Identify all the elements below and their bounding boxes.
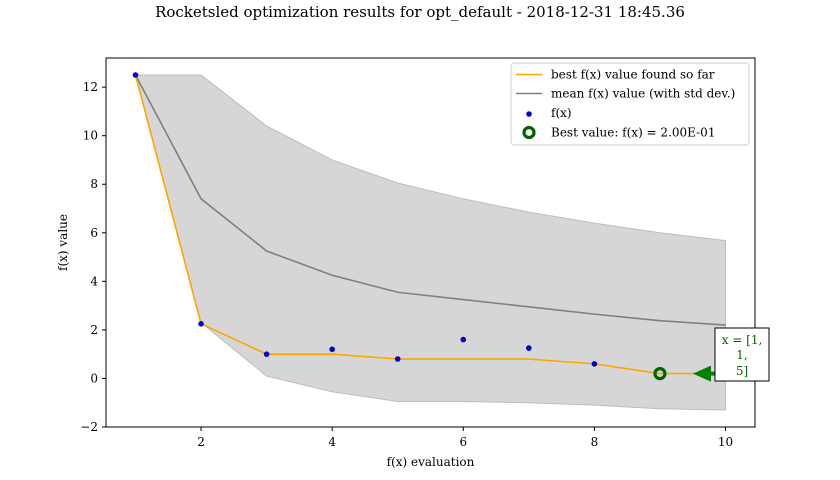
scatter-point <box>526 345 532 351</box>
x-axis-label: f(x) evaluation <box>387 455 475 469</box>
legend-swatch-fx <box>526 111 532 117</box>
best-so-far-line <box>134 74 726 375</box>
x-tick-label: 4 <box>328 435 336 449</box>
scatter-point <box>394 356 401 362</box>
annotation-text-line: 5] <box>736 364 748 378</box>
scatter-point <box>263 351 270 357</box>
y-tick-label: 0 <box>90 371 98 385</box>
scatter-point <box>132 72 139 78</box>
axes-group: 2 4 6 8 10 −2 0 2 4 6 8 10 12 <box>80 57 756 449</box>
scatter-point <box>460 336 467 343</box>
chart-title: Rocketsled optimization results for opt_… <box>155 3 685 21</box>
std-dev-band-group <box>134 74 726 411</box>
y-tick-label: −2 <box>80 420 98 434</box>
best-x-annotation: x = [1,1, 5] <box>692 327 770 382</box>
y-tick-label: 10 <box>83 129 98 143</box>
y-tick-label: 2 <box>90 323 98 337</box>
annotation-text-line: 1, <box>736 348 747 362</box>
x-tick-label: 10 <box>718 435 733 449</box>
series-lines-group <box>134 74 726 375</box>
std-dev-band <box>134 74 726 411</box>
best-value-marker <box>653 366 667 381</box>
y-tick-label: 8 <box>90 177 98 191</box>
annotation-text-line: x = [1, <box>722 333 763 347</box>
mean-line <box>134 74 726 326</box>
legend-label: Best value: f(x) = 2.00E-01 <box>551 126 715 140</box>
legend-label: best f(x) value found so far <box>551 68 715 82</box>
scatter-point <box>591 361 598 367</box>
y-tick-label: 6 <box>90 226 98 240</box>
scatter-point <box>329 346 335 353</box>
legend-swatch-best-value <box>522 125 536 140</box>
x-tick-label: 8 <box>591 435 599 449</box>
legend-label: f(x) <box>551 106 572 120</box>
plot-frame <box>105 57 756 428</box>
annotation-arrow-head <box>692 365 711 382</box>
y-tick-label: 12 <box>83 80 98 94</box>
scatter-point <box>198 321 204 327</box>
y-tick-label: 4 <box>90 274 98 288</box>
x-tick-label: 6 <box>459 435 467 449</box>
legend-box <box>510 62 750 146</box>
legend-label: mean f(x) value (with std dev.) <box>551 87 735 101</box>
y-axis-label: f(x) value <box>56 214 70 271</box>
x-tick-label: 2 <box>197 435 205 449</box>
scatter-points-group <box>132 72 667 381</box>
legend: best f(x) value found so far mean f(x) va… <box>510 62 750 146</box>
annotation-box <box>714 327 770 382</box>
